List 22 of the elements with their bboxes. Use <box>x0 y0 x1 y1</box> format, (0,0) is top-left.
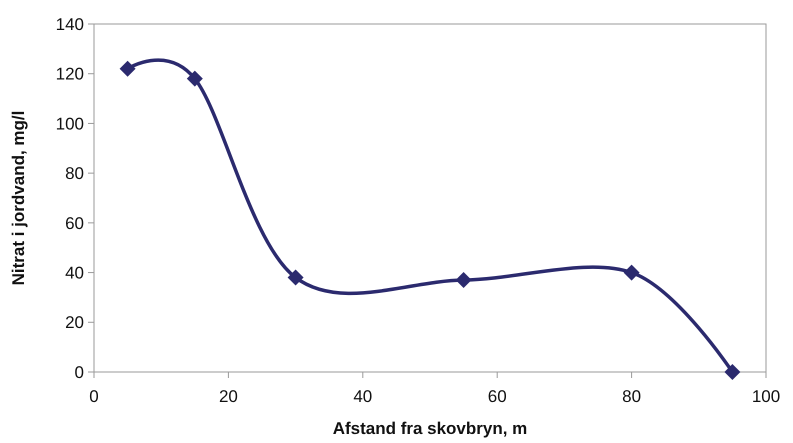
point <box>456 272 472 288</box>
y-tick-label: 80 <box>65 164 84 184</box>
y-tick-label: 120 <box>56 64 84 84</box>
x-tick-label: 40 <box>353 387 372 406</box>
x-tick-label: 100 <box>752 387 780 406</box>
x-axis-title: Afstand fra skovbryn, m <box>332 419 528 438</box>
y-axis-title: Nitrat i jordvand, mg/l <box>9 110 28 286</box>
x-tick-label: 60 <box>488 387 507 406</box>
x-tick-label: 80 <box>622 387 642 406</box>
x-tick-label: 20 <box>218 387 238 406</box>
y-tick-label: 0 <box>74 362 84 382</box>
y-tick-label: 100 <box>56 114 84 134</box>
y-tick-label: 140 <box>56 14 84 34</box>
y-tick-label: 20 <box>65 313 84 332</box>
point <box>624 264 640 281</box>
point <box>724 364 740 380</box>
point <box>186 70 203 87</box>
point <box>288 270 304 286</box>
y-tick-label: 60 <box>65 214 84 233</box>
y-tick-label: 40 <box>65 264 84 283</box>
point <box>120 60 136 77</box>
x-tick-label: 0 <box>89 387 99 406</box>
